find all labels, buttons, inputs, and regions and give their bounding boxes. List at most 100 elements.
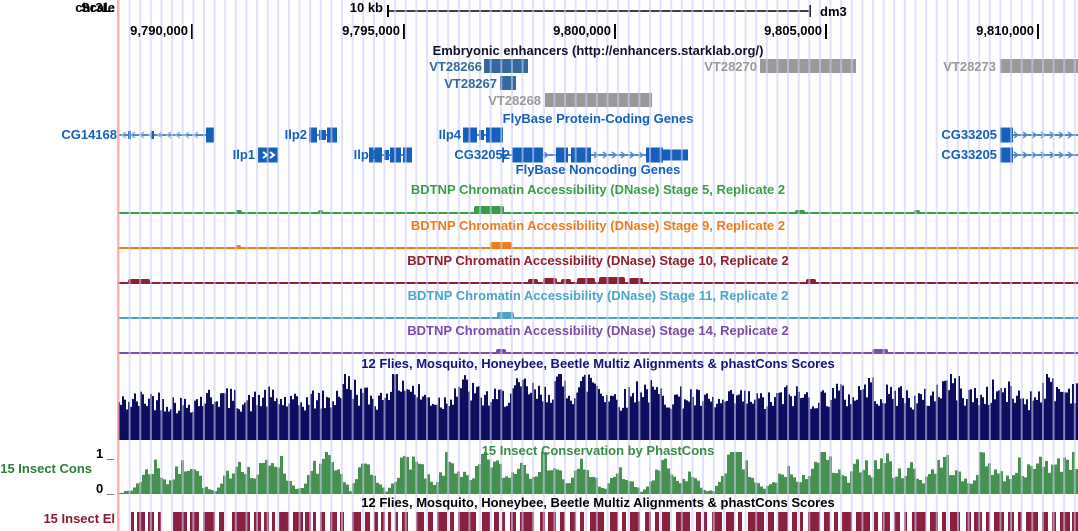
conserved-element-block xyxy=(748,512,764,531)
enhancers-track[interactable] xyxy=(484,59,1078,107)
bdtnp-track-4[interactable] xyxy=(118,312,1078,319)
conserved-element-block xyxy=(894,512,900,531)
conserved-element-block xyxy=(942,512,946,531)
bdtnp-track-2[interactable] xyxy=(118,242,1078,249)
conserved-element-block xyxy=(808,512,820,531)
conserved-element-block xyxy=(330,512,337,531)
conserved-element-block xyxy=(437,512,447,531)
conserved-element-block xyxy=(704,512,707,531)
conserved-element-block xyxy=(768,512,774,531)
conserved-element-block xyxy=(232,512,250,531)
conserved-element-block xyxy=(520,512,534,531)
conserved-element-block xyxy=(173,512,187,531)
conserved-element-block xyxy=(622,512,626,531)
conserved-element-block xyxy=(570,512,576,531)
conserved-element-block xyxy=(738,512,742,531)
conserved-element-block xyxy=(402,512,408,531)
conserved-element-block xyxy=(696,512,701,531)
gene-item-CG33205 xyxy=(1000,127,1013,143)
conserved-element-block xyxy=(340,512,344,531)
gene-track[interactable] xyxy=(119,127,1078,163)
conserved-element-block xyxy=(365,512,370,531)
conserved-element-block xyxy=(1060,512,1070,531)
gene-item-CG14168 xyxy=(151,131,154,139)
bdtnp-track-3[interactable] xyxy=(118,277,1078,284)
gene-item-CG32052 xyxy=(663,149,688,161)
conserved-element-block xyxy=(388,512,391,531)
enhancer-item-VT28273 xyxy=(1000,59,1078,73)
gene-item-Ilp3 xyxy=(384,150,389,160)
insect-elements-track[interactable] xyxy=(131,512,1078,531)
conserved-element-block xyxy=(203,512,215,531)
conserved-element-block xyxy=(974,512,982,531)
conserved-element-block xyxy=(352,512,361,531)
bdtnp-track-1[interactable] xyxy=(118,206,1078,214)
conserved-element-block xyxy=(320,512,325,531)
conserved-element-block xyxy=(305,512,311,531)
conserved-element-block xyxy=(834,512,838,531)
ruler xyxy=(191,5,1039,39)
conserved-element-block xyxy=(158,512,161,531)
conserved-element-block xyxy=(842,512,852,531)
gene-item-Ilp4 xyxy=(463,127,477,143)
conserved-element-block xyxy=(580,512,584,531)
gene-item-Ilp4 xyxy=(479,130,484,140)
enhancer-item-VT28266 xyxy=(484,59,528,73)
multiz-histogram[interactable] xyxy=(118,374,1078,440)
conserved-element-block xyxy=(450,512,454,531)
gene-item-CG32052 xyxy=(502,147,504,163)
conserved-element-block xyxy=(494,512,499,531)
gene-item-CG32052 xyxy=(646,147,663,163)
conserved-element-block xyxy=(190,512,199,531)
conserved-element-block xyxy=(540,512,545,531)
conserved-element-block xyxy=(428,512,433,531)
conserved-element-block xyxy=(630,512,640,531)
conserved-element-block xyxy=(374,512,378,531)
conserved-element-block xyxy=(904,512,907,531)
conserved-element-block xyxy=(610,512,618,531)
conserved-element-block xyxy=(800,512,803,531)
conserved-element-block xyxy=(726,512,734,531)
gene-item-Ilp3 xyxy=(390,147,401,163)
conserved-element-block xyxy=(824,512,830,531)
conserved-element-block xyxy=(676,512,690,531)
conserved-element-block xyxy=(1072,512,1078,531)
conserved-element-block xyxy=(279,512,289,531)
gene-item-Ilp3 xyxy=(403,147,412,163)
conserved-element-block xyxy=(655,512,659,531)
conserved-element-block xyxy=(792,512,797,531)
conserved-element-block xyxy=(966,512,971,531)
enhancer-item-VT28270 xyxy=(760,59,856,73)
conserved-element-block xyxy=(416,512,424,531)
conserved-element-block xyxy=(856,512,870,531)
conserved-element-block xyxy=(590,512,604,531)
bdtnp-track-5[interactable] xyxy=(118,349,1078,354)
conserved-element-block xyxy=(662,512,670,531)
conserved-element-block xyxy=(1042,512,1048,531)
gene-item-Ilp2 xyxy=(309,127,317,143)
conserved-element-block xyxy=(712,512,722,531)
conserved-element-block xyxy=(272,512,275,531)
conserved-element-block xyxy=(148,512,154,531)
conserved-element-block xyxy=(1008,512,1014,531)
gene-item-CG14168 xyxy=(206,127,214,143)
conserved-element-block xyxy=(950,512,960,531)
gene-item-CG33205 xyxy=(1000,147,1013,163)
gene-item-Ilp2 xyxy=(319,130,326,140)
conserved-element-block xyxy=(994,512,1004,531)
gene-item-CG32052 xyxy=(556,147,568,163)
gene-item-Ilp4 xyxy=(486,127,503,143)
conserved-element-block xyxy=(381,512,385,531)
conserved-element-block xyxy=(1052,512,1056,531)
gene-item-CG14168 xyxy=(128,131,131,139)
phastcons-histogram[interactable] xyxy=(118,452,1078,494)
conserved-element-block xyxy=(510,512,516,531)
gene-item-CG32052 xyxy=(512,147,543,163)
enhancer-item-VT28268 xyxy=(545,93,652,107)
conserved-element-block xyxy=(912,512,926,531)
conserved-element-block xyxy=(560,512,565,531)
gene-item-CG32052 xyxy=(571,147,591,163)
conserved-element-block xyxy=(986,512,990,531)
